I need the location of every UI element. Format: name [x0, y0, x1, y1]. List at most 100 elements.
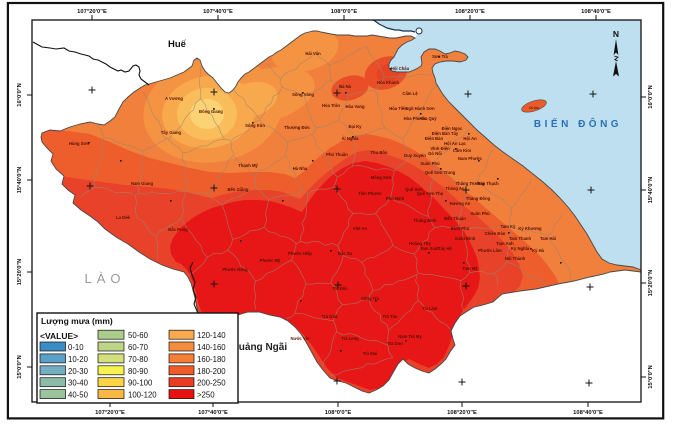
svg-text:15°40'0"N: 15°40'0"N	[648, 177, 654, 204]
svg-text:108°20'0"E: 108°20'0"E	[455, 9, 485, 15]
svg-text:200-250: 200-250	[197, 379, 226, 388]
svg-text:15°40'0"N: 15°40'0"N	[17, 167, 23, 194]
svg-text:Phú Ninh: Phú Ninh	[386, 196, 405, 201]
svg-text:16°0'0"N: 16°0'0"N	[17, 83, 23, 107]
svg-text:15°0'0"N: 15°0'0"N	[17, 355, 23, 379]
svg-text:Bến Thuận: Bến Thuận	[444, 216, 466, 221]
svg-text:Hùng Sơn: Hùng Sơn	[69, 141, 90, 146]
svg-text:Cù lao: Cù lao	[529, 106, 539, 110]
svg-text:Sông Vàng: Sông Vàng	[292, 92, 314, 97]
svg-text:<VALUE>: <VALUE>	[40, 331, 78, 341]
svg-text:30-40: 30-40	[68, 379, 89, 388]
svg-text:Tam Mỹ: Tam Mỹ	[462, 266, 478, 271]
svg-text:Phước Mỹ: Phước Mỹ	[260, 258, 281, 263]
svg-text:Bà Nà: Bà Nà	[339, 84, 352, 89]
svg-text:Sông Trà: Sông Trà	[361, 296, 380, 301]
svg-text:108°40'0"E: 108°40'0"E	[573, 410, 603, 416]
svg-text:50-60: 50-60	[128, 331, 149, 340]
svg-text:N: N	[613, 29, 619, 39]
svg-text:Điện Ngọc: Điện Ngọc	[442, 126, 463, 131]
svg-text:Hòa Vang: Hòa Vang	[345, 104, 365, 109]
svg-text:Đại Ky: Đại Ky	[348, 124, 362, 129]
svg-text:LÀO: LÀO	[84, 271, 125, 286]
svg-text:Tiên Phước: Tiên Phước	[358, 191, 382, 196]
svg-text:Quế Sơn Trung: Quế Sơn Trung	[425, 170, 456, 175]
svg-text:Hội Châu: Hội Châu	[391, 66, 410, 71]
svg-text:Tây Hồ: Tây Hồ	[438, 246, 452, 251]
svg-text:Hòa Trân: Hòa Trân	[322, 103, 340, 108]
svg-text:108°40'0"E: 108°40'0"E	[581, 9, 611, 15]
svg-text:Nam Giang: Nam Giang	[131, 181, 154, 186]
svg-text:100-120: 100-120	[128, 391, 157, 400]
svg-text:15°20'0"N: 15°20'0"N	[648, 270, 654, 297]
svg-text:Việt An: Việt An	[353, 226, 368, 231]
svg-text:70-80: 70-80	[128, 355, 149, 364]
svg-text:Huế: Huế	[168, 39, 187, 50]
svg-text:Xuân Bình: Xuân Bình	[455, 236, 476, 241]
svg-text:Ái Nghĩa: Ái Nghĩa	[342, 136, 360, 141]
svg-text:Quế Sơn: Quế Sơn	[405, 187, 423, 192]
svg-text:Tú Lâm: Tú Lâm	[423, 306, 438, 311]
svg-text:Thăng Trường: Thăng Trường	[456, 181, 485, 186]
svg-text:Kỳ Khương: Kỳ Khương	[518, 226, 542, 231]
svg-text:Phú Thuận: Phú Thuận	[326, 152, 348, 157]
svg-text:Chiên Đàn: Chiên Đàn	[485, 231, 506, 236]
svg-text:Mông Sơn: Mông Sơn	[371, 175, 392, 180]
svg-text:La Dêê: La Dêê	[116, 215, 130, 220]
svg-text:0-10: 0-10	[68, 343, 84, 352]
svg-text:108°20'0"E: 108°20'0"E	[447, 410, 477, 416]
svg-text:Lượng mưa (mm): Lượng mưa (mm)	[41, 316, 113, 326]
svg-text:Nam Phước: Nam Phước	[458, 156, 483, 161]
svg-text:Trà Don: Trà Don	[387, 341, 403, 346]
svg-text:Thăng Đông: Thăng Đông	[466, 196, 491, 201]
svg-text:Phước Hiệp: Phước Hiệp	[288, 251, 312, 256]
svg-text:Tam Xuân: Tam Xuân	[420, 246, 440, 251]
svg-text:120-140: 120-140	[197, 331, 226, 340]
svg-text:Hòa Quý: Hòa Quý	[419, 116, 437, 121]
svg-text:Thạnh Mỹ: Thạnh Mỹ	[238, 163, 258, 168]
svg-text:90-100: 90-100	[128, 379, 153, 388]
svg-text:Hà Nha: Hà Nha	[293, 166, 308, 171]
svg-text:Trà Leng: Trà Leng	[341, 336, 359, 341]
svg-text:Thượng Đức: Thượng Đức	[284, 125, 310, 130]
svg-text:Hội An: Hội An	[463, 136, 477, 141]
svg-text:160-180: 160-180	[197, 355, 226, 364]
svg-text:Nam Trà My: Nam Trà My	[398, 334, 422, 339]
svg-text:107°40'0"E: 107°40'0"E	[203, 9, 233, 15]
svg-text:40-50: 40-50	[68, 391, 89, 400]
svg-text:60-70: 60-70	[128, 343, 149, 352]
svg-text:80-90: 80-90	[128, 367, 149, 376]
svg-text:Thu Bồn: Thu Bồn	[371, 150, 388, 155]
svg-text:Hội An Lạc: Hội An Lạc	[444, 141, 466, 146]
svg-text:107°20'0"E: 107°20'0"E	[77, 9, 107, 15]
svg-text:Sông Kôn: Sông Kôn	[245, 123, 265, 128]
svg-text:Nước Vin: Nước Vin	[291, 336, 310, 341]
svg-text:Trà Đốc: Trà Đốc	[332, 286, 348, 291]
svg-text:107°20'0"E: 107°20'0"E	[95, 410, 125, 416]
svg-text:Bình Phú: Bình Phú	[451, 226, 470, 231]
svg-text:Trà Tân: Trà Tân	[383, 314, 398, 319]
svg-text:Tam Anh: Tam Anh	[496, 241, 514, 246]
svg-text:Thăng Bình: Thăng Bình	[413, 218, 436, 223]
svg-text:15°0'0"N: 15°0'0"N	[648, 365, 654, 389]
svg-text:10-20: 10-20	[68, 355, 89, 364]
svg-text:Tam Hải: Tam Hải	[540, 236, 556, 241]
svg-text:Phước Năng: Phước Năng	[222, 267, 248, 272]
svg-text:Quảng Ngãi: Quảng Ngãi	[231, 342, 287, 353]
svg-text:Duy Xuyên: Duy Xuyên	[404, 153, 426, 158]
svg-text:Vĩnh Điện: Vĩnh Điện	[430, 146, 450, 151]
svg-text:Trà Giác: Trà Giác	[322, 314, 339, 319]
svg-text:Điện Bàn: Điện Bàn	[425, 136, 444, 141]
svg-text:108°0'0"E: 108°0'0"E	[325, 410, 352, 416]
svg-text:20-30: 20-30	[68, 367, 89, 376]
svg-text:Đông Giang: Đông Giang	[199, 109, 223, 114]
svg-text:A Vương: A Vương	[165, 96, 183, 101]
svg-text:Hương An: Hương An	[450, 201, 471, 206]
svg-text:107°40'0"E: 107°40'0"E	[198, 410, 228, 416]
svg-text:Phước Lâm: Phước Lâm	[478, 248, 502, 253]
svg-text:Hòa Khánh: Hòa Khánh	[377, 80, 400, 85]
svg-text:180-200: 180-200	[197, 367, 226, 376]
svg-text:Hải Vân: Hải Vân	[305, 51, 321, 56]
svg-text:Tây Giang: Tây Giang	[161, 130, 182, 135]
svg-text:Ngũ Hành Sơn: Ngũ Hành Sơn	[405, 106, 435, 111]
